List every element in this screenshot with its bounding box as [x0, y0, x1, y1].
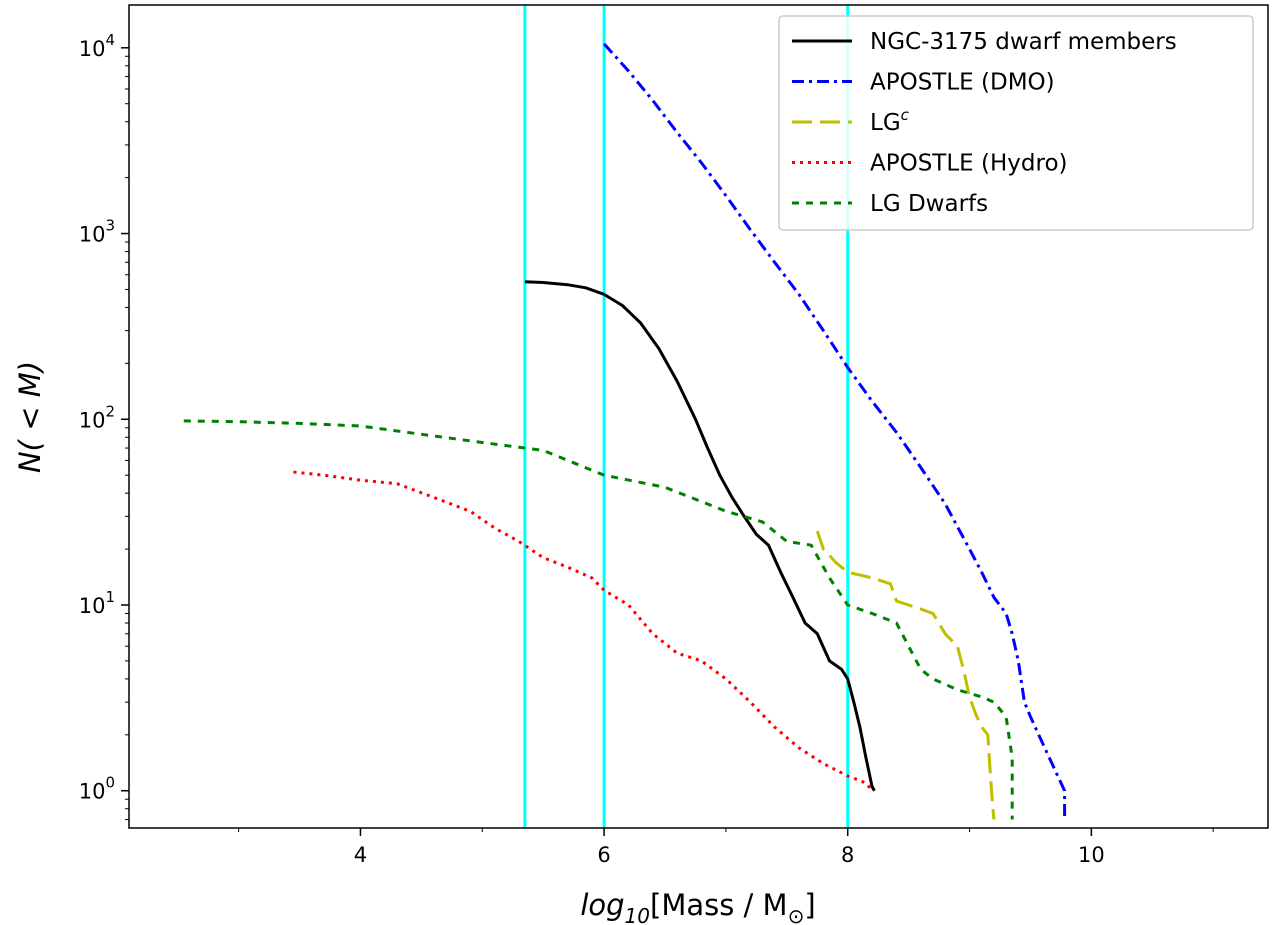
series-layer: [183, 42, 1067, 820]
x-tick-label: 10: [1078, 843, 1105, 867]
plot-frame: [128, 4, 1269, 829]
legend-label: NGC-3175 dwarf members: [870, 29, 1177, 55]
y-tick-label: 104: [79, 31, 115, 61]
x-tick-label: 8: [841, 843, 854, 867]
series-line: [602, 42, 1067, 820]
y-axis-label: N( < M): [13, 361, 47, 473]
legend-box: [778, 15, 1254, 231]
x-tick-label: 4: [354, 843, 367, 867]
legend-label: LG Dwarfs: [870, 191, 988, 217]
series-line: [815, 530, 996, 820]
y-tick-label: 103: [79, 217, 115, 247]
legend-label: APOSTLE (DMO): [870, 70, 1055, 96]
legend-label: LGc: [870, 106, 910, 136]
legend: NGC-3175 dwarf members APOSTLE (DMO) LGc AP…: [778, 15, 1254, 231]
y-tick-label: 100: [79, 774, 115, 804]
y-tick-label: 101: [79, 588, 115, 618]
x-tick-label: 6: [597, 843, 610, 867]
series-line: [524, 280, 876, 792]
series-line: [293, 470, 874, 792]
y-tick-label: 102: [79, 402, 115, 432]
series-line: [183, 419, 1014, 820]
x-axis-ticks: 4 6 8 10: [238, 828, 1214, 867]
legend-label: APOSTLE (Hydro): [870, 151, 1068, 177]
y-axis-ticks: 100 101 102 103 104: [79, 31, 129, 821]
x-axis-label: log10[Mass / M⊙]: [580, 888, 815, 925]
